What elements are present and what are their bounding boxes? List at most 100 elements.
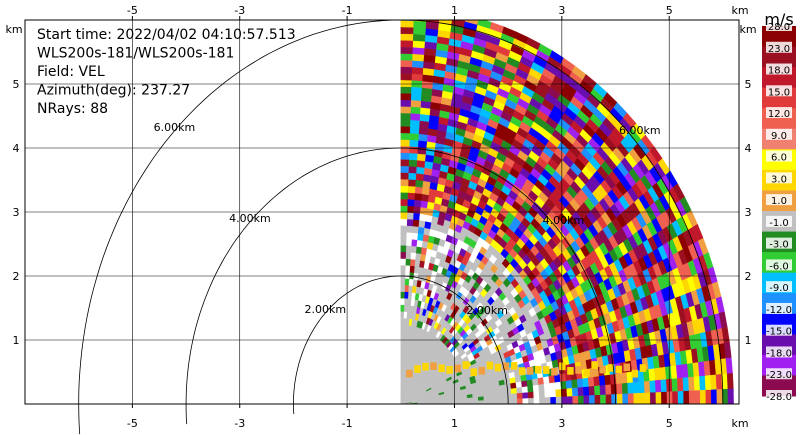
sector-gate — [410, 238, 418, 247]
colorbar-label-bg — [766, 128, 792, 140]
sector-gate — [400, 251, 407, 259]
colorbar-label: 18.0 — [768, 66, 790, 77]
y-tick-label-right: 5 — [745, 78, 752, 91]
sector-gate — [408, 271, 415, 280]
range-ring-right — [400, 275, 509, 405]
y-tick-label-left: 2 — [13, 270, 20, 283]
sector-gate — [400, 192, 409, 200]
sector-gate — [533, 390, 540, 399]
sector-gate — [407, 185, 416, 194]
sector-gate — [405, 245, 412, 253]
jet-gate — [559, 362, 566, 371]
jet-gate — [591, 361, 598, 369]
sector-gate — [415, 246, 422, 255]
jet-gate — [430, 362, 437, 370]
sector-gate — [408, 152, 418, 161]
sector-gate — [577, 386, 584, 396]
sector-gate — [403, 304, 408, 312]
sector-gate — [400, 357, 403, 365]
sector-gate — [583, 386, 590, 396]
colorbar-label: 12.0 — [768, 109, 790, 120]
sector-gate — [511, 398, 518, 404]
sector-gate — [505, 398, 512, 404]
sector-gate — [500, 398, 507, 404]
sector-gate — [414, 179, 424, 188]
sector-gate — [416, 153, 426, 162]
sector-gate — [511, 392, 518, 400]
colorbar-unit: m/s — [764, 10, 793, 29]
sector-gate — [467, 400, 474, 404]
sector-gate — [539, 396, 546, 404]
sector-gate — [550, 396, 557, 404]
sector-gate — [408, 278, 414, 287]
sector-gate — [417, 133, 428, 142]
y-tick-label-left: 3 — [13, 206, 20, 219]
sector-gate — [544, 389, 551, 398]
sector-gate — [407, 192, 415, 200]
jet-gate — [526, 367, 534, 375]
sector-gate — [643, 380, 651, 393]
sector-gate — [548, 374, 556, 384]
sector-gate — [616, 382, 623, 395]
sector-gate — [571, 387, 579, 397]
sector-gate — [400, 106, 411, 114]
sector-gate — [400, 20, 414, 28]
colorbar-label-bg — [766, 281, 792, 293]
jet-gate — [583, 368, 590, 377]
sector-gate — [418, 120, 430, 129]
sector-gate — [655, 391, 662, 404]
jet-gate — [510, 361, 518, 370]
sector-gate — [410, 93, 422, 101]
sector-gate — [627, 381, 634, 394]
range-ring-right — [400, 147, 616, 404]
range-ring-label: 6.00km — [619, 124, 661, 137]
y-unit-right: km — [739, 23, 756, 36]
colorbar: 28.0 23.0 18.0 15.0 12.0 9.0 6.0 3.0 1.0 -1.0 -3.0… — [762, 10, 796, 403]
sector-gate — [407, 285, 413, 293]
sector-gate — [589, 394, 596, 404]
sector-gate — [412, 219, 420, 227]
sector-gate — [407, 198, 415, 207]
sector-gate — [400, 99, 412, 107]
sector-gate — [694, 389, 701, 404]
sector-gate — [725, 357, 733, 374]
sector-gate — [400, 324, 404, 332]
colorbar-label-bg — [766, 85, 792, 97]
sector-gate — [404, 278, 410, 286]
sector-gate — [660, 378, 668, 393]
sector-gate — [576, 378, 584, 388]
sector-gate — [716, 388, 723, 404]
sector-gate — [522, 397, 529, 404]
sector-gate — [414, 192, 422, 201]
sector-gate — [682, 376, 690, 392]
colorbar-label: 23.0 — [768, 44, 790, 55]
range-ring-right — [400, 19, 724, 405]
sector-gate — [644, 392, 651, 404]
sector-gate — [587, 376, 595, 387]
sector-gate — [705, 389, 712, 404]
sector-gate — [604, 374, 612, 386]
range-ring-label: 6.00km — [154, 121, 196, 134]
sector-gate — [727, 388, 734, 404]
sector-gate — [409, 119, 420, 128]
sector-gate — [410, 99, 422, 108]
sector-gate — [405, 258, 411, 266]
colorbar-label-bg — [766, 20, 792, 31]
sector-gate — [549, 381, 556, 391]
sector-gate — [402, 324, 407, 332]
sector-gate — [627, 392, 635, 404]
sector-gate — [400, 311, 405, 319]
sector-gate — [418, 126, 429, 135]
sector-gate — [527, 385, 534, 393]
sector-gate — [417, 140, 428, 149]
sector-gate — [400, 112, 411, 121]
axis-ticks: -5 -5 -3 -3 -1 -1 1 1 3 3 5 5 1 1 2 2 3 3 4 4 5 5 km km km km — [5, 4, 756, 430]
sector-gate — [666, 391, 673, 404]
sector-gate — [400, 159, 410, 167]
sector-gate — [400, 238, 407, 246]
sector-gate — [649, 379, 657, 393]
colorbar-label-bg — [766, 215, 792, 227]
grid-lines — [25, 20, 739, 404]
jet-gate — [623, 363, 631, 372]
colorbar-label-bg — [766, 259, 792, 271]
